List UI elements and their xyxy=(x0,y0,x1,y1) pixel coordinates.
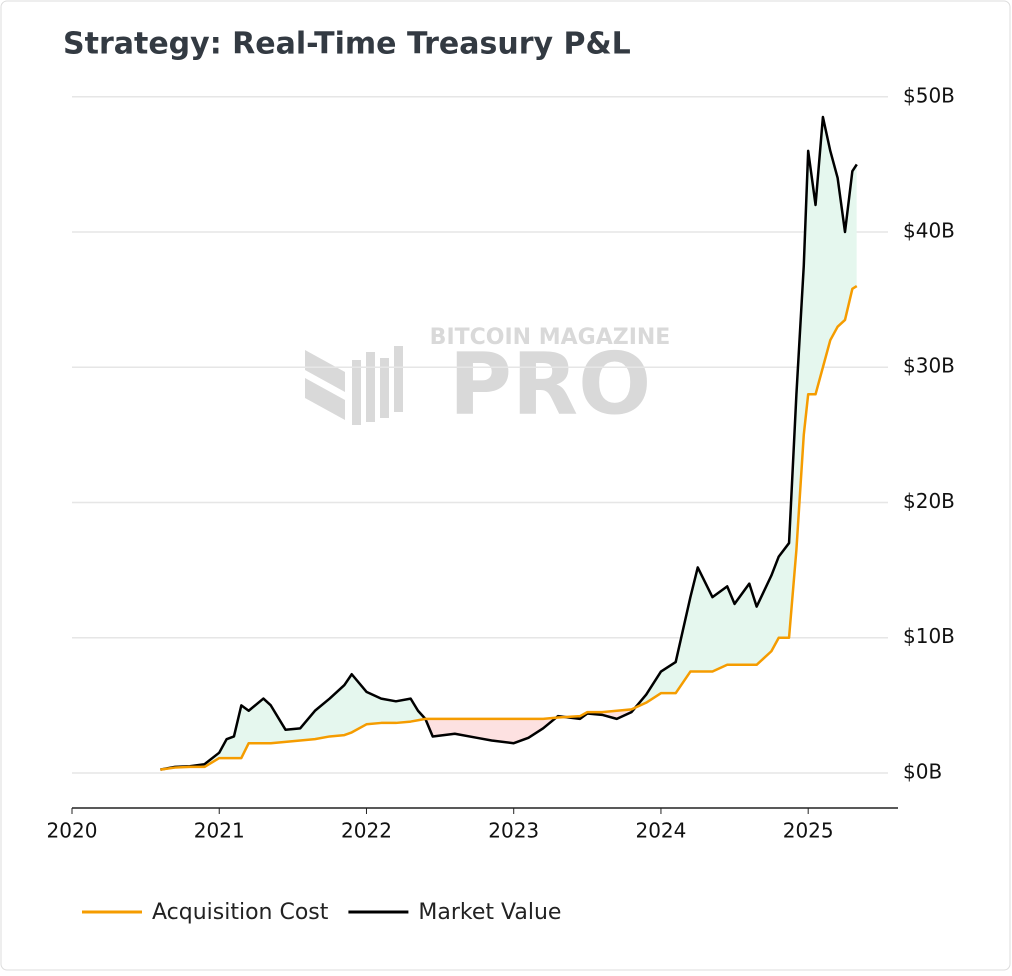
y-tick-label: $50B xyxy=(903,83,955,107)
watermark-top: BITCOIN MAGAZINE xyxy=(430,325,671,350)
y-tick-label: $0B xyxy=(903,759,942,783)
legend-label: Market Value xyxy=(418,900,561,925)
watermark: BITCOIN MAGAZINE PRO xyxy=(305,325,670,434)
watermark-main: PRO xyxy=(449,334,651,434)
x-tick-label: 2023 xyxy=(488,819,539,843)
series-line xyxy=(160,285,858,771)
series-line xyxy=(160,115,858,771)
x-tick-label: 2025 xyxy=(783,819,834,843)
legend-label: Acquisition Cost xyxy=(152,900,329,925)
y-tick-label: $20B xyxy=(903,489,955,513)
watermark-logo xyxy=(305,346,403,425)
x-tick-label: 2024 xyxy=(635,819,686,843)
y-tick-label: $30B xyxy=(903,354,955,378)
chart-title: Strategy: Real-Time Treasury P&L xyxy=(63,27,631,62)
x-tick-label: 2022 xyxy=(341,819,392,843)
plot: $0B $10B $20B $30B $40B $50B 2020 2021 2022 2023 2… xyxy=(47,83,955,925)
y-tick-label: $10B xyxy=(903,624,955,648)
x-tick-label: 2021 xyxy=(194,819,245,843)
y-tick-label: $40B xyxy=(903,219,955,243)
x-tick-label: 2020 xyxy=(47,819,98,843)
